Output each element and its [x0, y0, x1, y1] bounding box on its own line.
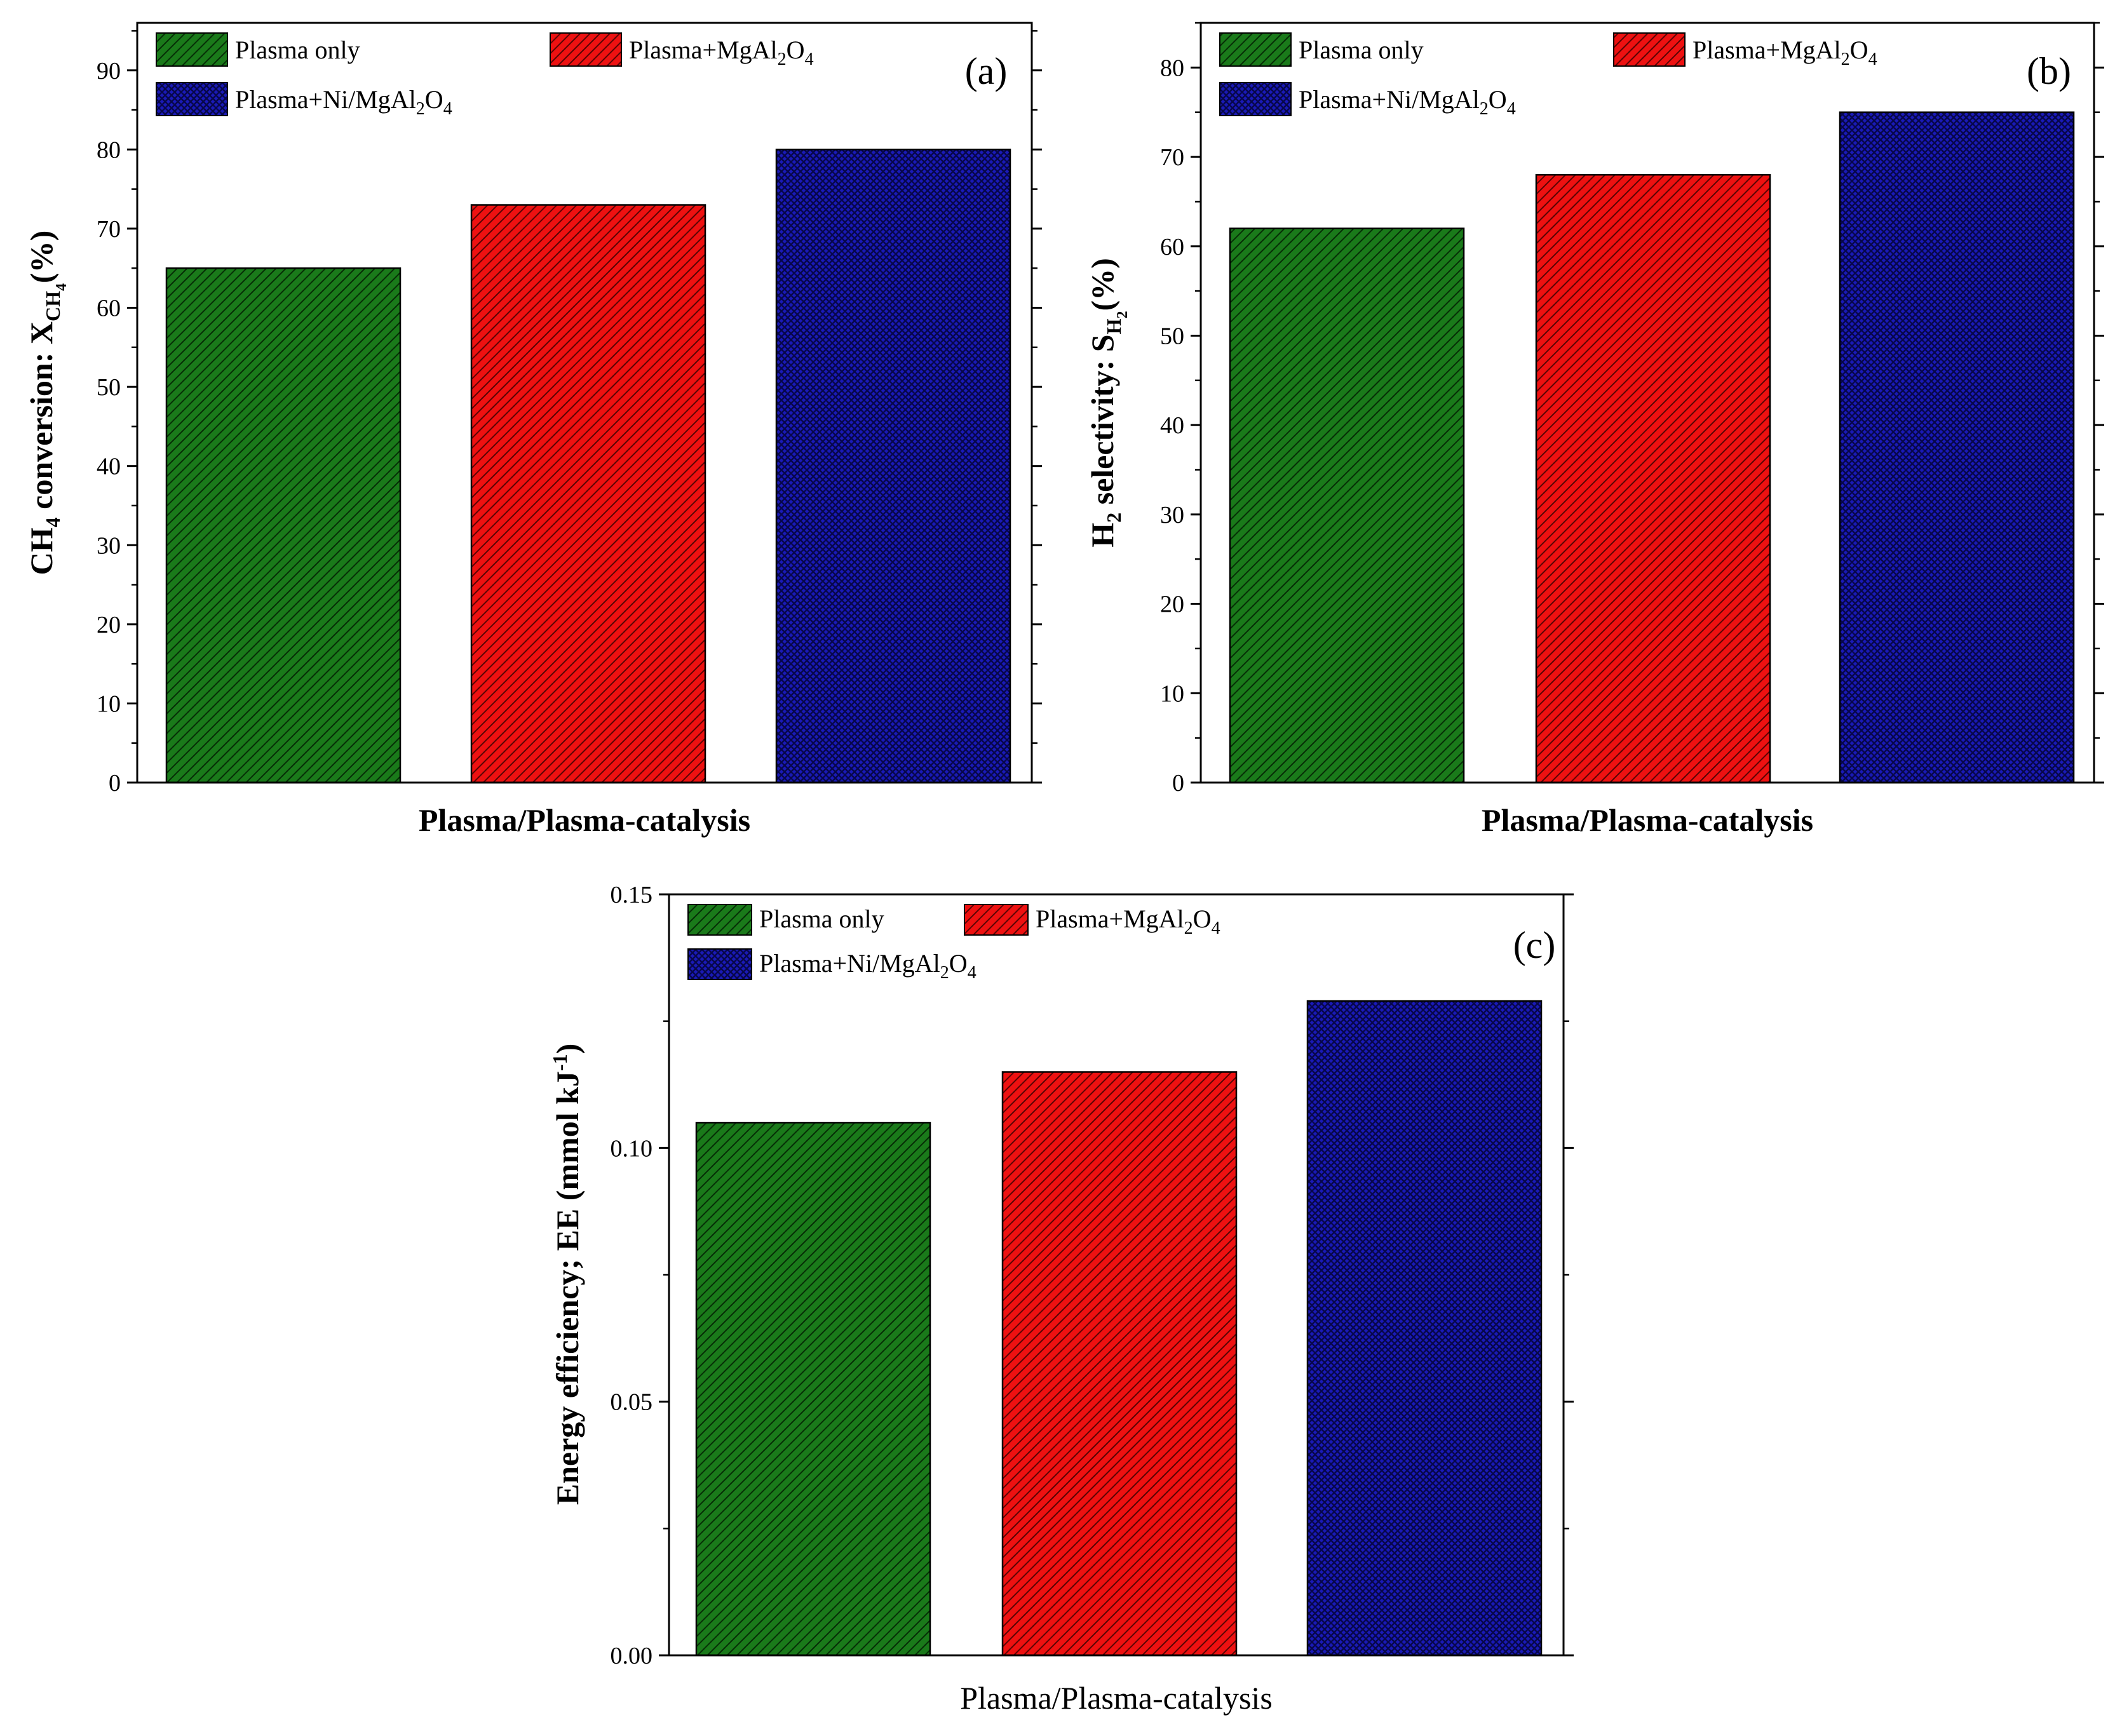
legend-swatch-2 [550, 32, 622, 67]
y-tick-label: 40 [97, 454, 121, 480]
y-tick-label: 0.15 [611, 882, 653, 908]
y-tick-label: 20 [97, 612, 121, 638]
y-tick-label: 80 [97, 137, 121, 163]
y-tick-label: 80 [1160, 55, 1184, 81]
x-axis-title: Plasma/Plasma-catalysis [960, 1680, 1273, 1716]
legend-swatch-1 [156, 32, 228, 67]
y-tick-label: 0.05 [611, 1389, 653, 1416]
plot-frame [136, 22, 1033, 784]
y-tick-label: 30 [97, 532, 121, 559]
y-tick-label: 50 [1160, 323, 1184, 349]
y-tick-label: 20 [1160, 591, 1184, 618]
y-axis-title: H2 selectivity: SH2(%) [1085, 258, 1131, 548]
legend-label-2: Plasma+MgAl2O4 [629, 36, 814, 69]
bar-3 [1306, 1000, 1543, 1657]
y-tick-label: 60 [1160, 234, 1184, 260]
panel-b: 0 10 20 30 40 50 60 70 80 Plasma/Plasma-catalysis… [1085, 22, 2104, 838]
y-tick-label: 10 [97, 690, 121, 717]
y-axis-title: Energy efficiency; EE (mmol kJ-1) [548, 1044, 585, 1505]
bar-2 [1535, 173, 1771, 784]
legend-label-1: Plasma only [759, 905, 884, 933]
y-tick-label: 50 [97, 374, 121, 401]
x-axis-title: Plasma/Plasma-catalysis [1482, 802, 1813, 838]
legend-swatch-1 [687, 904, 752, 936]
legend-swatch-3 [156, 82, 228, 116]
bar-2 [1001, 1071, 1238, 1657]
bar-3 [775, 149, 1011, 784]
y-tick-label: 40 [1160, 412, 1184, 439]
panel-label: (a) [965, 50, 1008, 92]
legend-label-2: Plasma+MgAl2O4 [1036, 905, 1220, 938]
plot-frame [1199, 22, 2095, 784]
bar-1 [165, 267, 402, 784]
legend-label-3: Plasma+Ni/MgAl2O4 [759, 949, 976, 983]
panel-label: (c) [1513, 924, 1556, 966]
bar-3 [1839, 111, 2075, 784]
y-tick-label: 0 [109, 770, 121, 797]
y-tick-label: 10 [1160, 680, 1184, 707]
legend-label-1: Plasma only [235, 36, 360, 64]
bar-1 [695, 1122, 931, 1657]
x-axis-title: Plasma/Plasma-catalysis [419, 802, 750, 838]
y-tick-label: 0.00 [611, 1643, 653, 1669]
panel-a: 0 10 20 30 40 50 60 70 80 90 Plasma/Plasma-catalys… [24, 22, 1042, 838]
panel-label: (b) [2027, 50, 2071, 92]
legend-label-3: Plasma+Ni/MgAl2O4 [235, 85, 452, 119]
legend-swatch-2 [1613, 32, 1686, 67]
y-tick-label: 0 [1172, 770, 1184, 797]
legend-swatch-3 [687, 948, 752, 980]
panel-c: 0.00 0.05 0.10 0.15 Plasma/Plasma-catalysis E… [548, 882, 1574, 1716]
y-tick-label: 90 [97, 58, 121, 84]
bar-2 [470, 204, 706, 784]
y-tick-label: 70 [97, 216, 121, 243]
legend-swatch-2 [964, 904, 1029, 936]
y-axis-title: CH4 conversion: XCH4(%) [24, 231, 70, 575]
legend-swatch-3 [1219, 82, 1292, 116]
y-tick-label: 30 [1160, 502, 1184, 528]
y-tick-label: 60 [97, 295, 121, 322]
y-tick-label: 0.10 [611, 1135, 653, 1162]
legend-swatch-1 [1219, 32, 1292, 67]
bar-1 [1229, 227, 1465, 784]
legend-label-2: Plasma+MgAl2O4 [1693, 36, 1877, 69]
y-tick-label: 70 [1160, 144, 1184, 171]
legend-label-1: Plasma only [1299, 36, 1424, 64]
legend-label-3: Plasma+Ni/MgAl2O4 [1299, 85, 1516, 119]
